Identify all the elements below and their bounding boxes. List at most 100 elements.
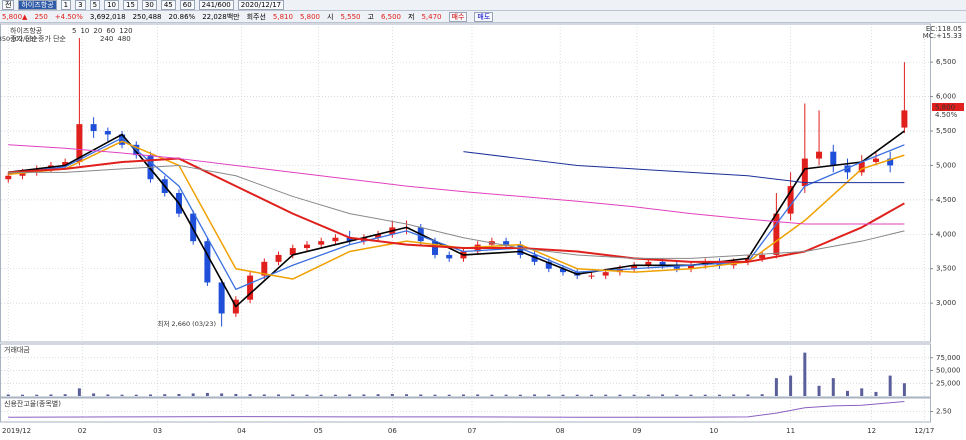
period-button[interactable]: 60: [179, 0, 195, 10]
period-button[interactable]: 1: [60, 0, 72, 10]
volume: 3,692,018: [89, 12, 126, 21]
volume-bar: [106, 394, 110, 396]
volume-bar: [774, 378, 778, 396]
volume-bar: [575, 394, 579, 396]
period-button[interactable]: 10: [104, 0, 119, 10]
volume-bar: [490, 394, 494, 396]
y-tick-label: 6,500: [936, 58, 956, 66]
legend-entry: 120: [119, 27, 132, 35]
volume-bar: [789, 375, 793, 396]
bid: 5,800: [299, 12, 321, 21]
date-box[interactable]: 2020/12/17: [237, 0, 285, 10]
y-tick-label: 75,000: [936, 354, 961, 362]
high: 6,500: [380, 12, 402, 21]
volume-bar: [632, 394, 636, 396]
ma-line: [8, 144, 905, 225]
y-tick-label: 6,000: [936, 93, 956, 101]
volume-bar: [277, 394, 281, 396]
volume-bar: [618, 394, 622, 396]
x-tick-label: 06: [388, 427, 397, 435]
y-tick-label: 5,000: [936, 161, 956, 169]
period-button[interactable]: 45: [160, 0, 176, 10]
candle-body: [190, 213, 197, 242]
volume-bar: [134, 394, 138, 396]
candle-body: [773, 213, 780, 255]
volume-bar: [461, 394, 465, 396]
stock-name[interactable]: 하이즈항공: [18, 0, 57, 10]
x-tick-label: 08: [556, 427, 565, 435]
ma-line: [8, 130, 905, 308]
y-tick-label: 4,500: [936, 196, 956, 204]
candle-body: [801, 158, 808, 187]
low: 5,470: [421, 12, 442, 21]
candle-body: [688, 265, 695, 269]
period-button[interactable]: 5: [89, 0, 101, 10]
x-tick-label: 02: [78, 427, 87, 435]
volume-bar: [248, 394, 252, 396]
ma-line: [8, 157, 905, 263]
volume-bar: [120, 394, 124, 396]
volume-bar: [604, 394, 608, 396]
low-annotation: 최저 2,660 (03/23): [157, 319, 216, 328]
candle-body: [517, 244, 524, 255]
candle-body: [872, 158, 879, 163]
period-button[interactable]: 3: [75, 0, 86, 10]
candle-body: [19, 172, 26, 176]
candle-body: [901, 110, 908, 128]
candle-body: [503, 241, 510, 245]
volume-bar: [504, 394, 508, 396]
open-label: 시: [327, 12, 334, 21]
buy-button[interactable]: 매수: [448, 11, 468, 22]
candle-body: [346, 237, 353, 242]
prev-volume: 250,488: [132, 12, 162, 21]
candle-body: [431, 241, 438, 255]
candle-body: [616, 268, 623, 273]
y-tick-label: 3,000: [936, 299, 956, 307]
y-tick-label: 2.50: [936, 408, 952, 416]
volume-bar: [92, 393, 96, 396]
candle-body: [631, 265, 638, 269]
amount: 22,028백만: [202, 12, 240, 21]
candle-body: [858, 162, 865, 173]
volume-bar: [689, 394, 693, 396]
period-button[interactable]: 15: [122, 0, 138, 10]
mode-button[interactable]: 전: [2, 0, 15, 10]
volume-bar: [163, 394, 167, 396]
candle-body: [261, 261, 268, 276]
ask-label: 회주선: [246, 12, 266, 21]
legend-entry: 5: [72, 27, 76, 35]
volume-bar: [291, 394, 295, 396]
ma-legend-prefix: 증가 단순: [38, 34, 67, 43]
volume-bar: [376, 394, 380, 396]
volume-bar: [547, 394, 551, 396]
volume-bar: [646, 394, 650, 396]
volume-bar: [6, 394, 10, 396]
x-tick-label: 12: [867, 427, 876, 435]
sell-button[interactable]: 매도: [474, 11, 494, 22]
volume-bar: [561, 394, 565, 396]
toolbar: 전 하이즈항공 1 3 5 10 15 30 45 60 241/600 202…: [0, 0, 966, 11]
candle-body: [76, 124, 83, 163]
candle-body: [332, 237, 339, 242]
count-box[interactable]: 241/600: [198, 0, 234, 10]
volume-bar: [333, 394, 337, 396]
legend-entry: 60: [106, 27, 115, 35]
ask: 5,810: [272, 12, 293, 21]
last-rate: 4.50%: [935, 111, 958, 119]
candle-body: [887, 158, 894, 166]
ma-legend-prefix: 증가 단순: [10, 34, 39, 43]
volume-bar: [234, 393, 238, 396]
ma-line: [8, 137, 905, 291]
ec-label: EC:118.05: [926, 25, 962, 33]
stock-legend: 하이즈항공: [10, 26, 43, 35]
y-tick-label: 50,000: [936, 367, 961, 375]
candle-body: [289, 248, 296, 255]
candle-body: [645, 261, 652, 266]
candle-body: [204, 241, 211, 283]
period-button[interactable]: 30: [141, 0, 157, 10]
last-price: 5,800: [935, 104, 955, 112]
turnover: 20.86%: [168, 12, 196, 21]
candle-body: [62, 162, 69, 166]
volume-bar: [305, 394, 309, 396]
